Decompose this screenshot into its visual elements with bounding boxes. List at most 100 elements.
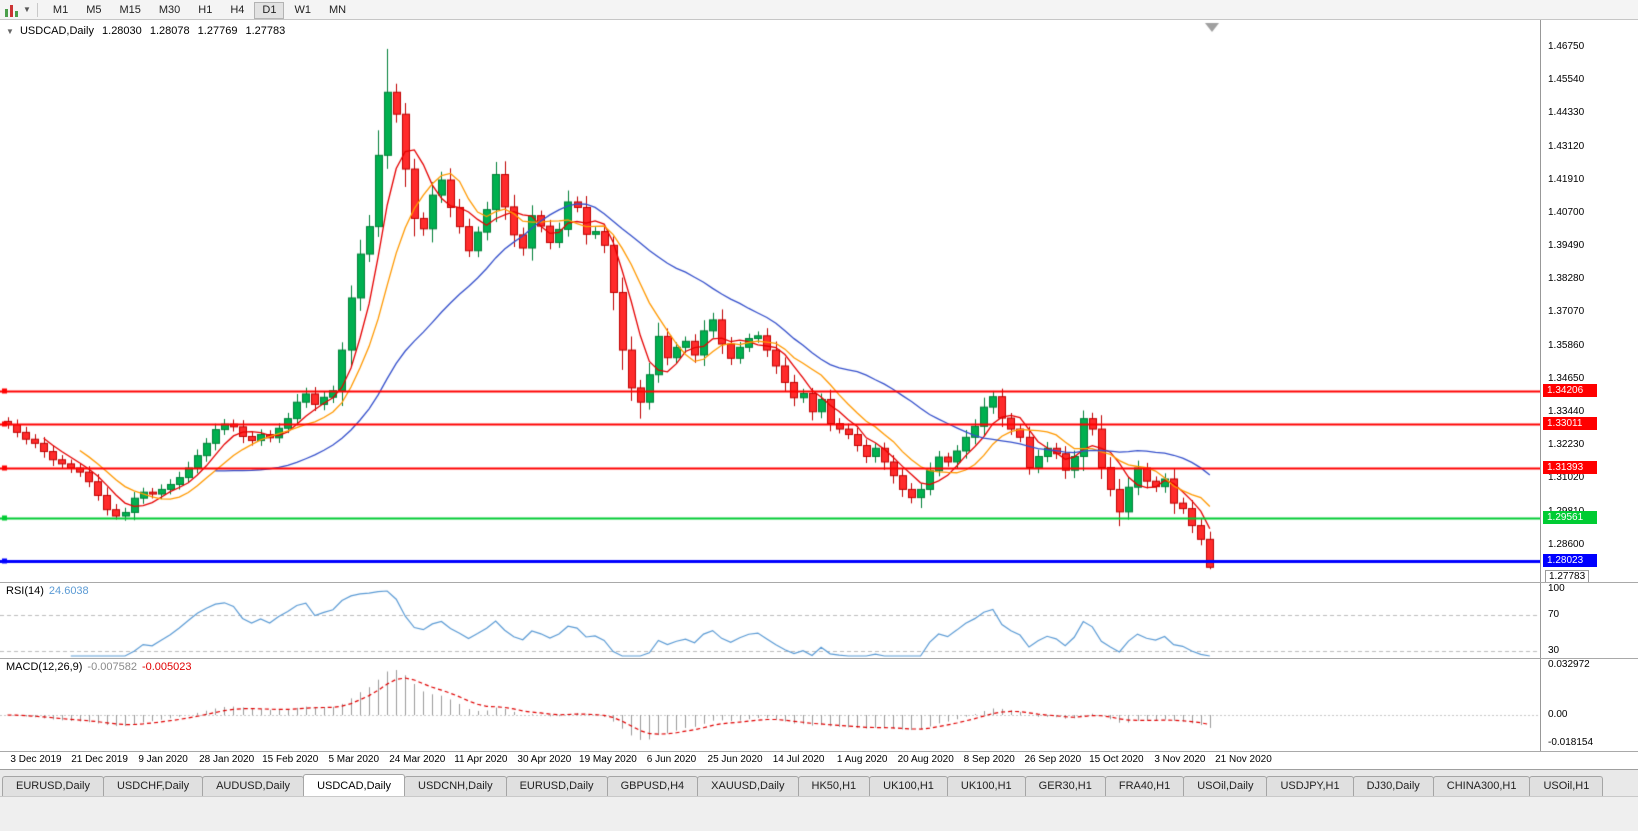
- hline-price-badge: 1.31393: [1543, 461, 1597, 475]
- chart-tab-audusd-daily[interactable]: AUDUSD,Daily: [202, 776, 305, 796]
- timeframe-button-mn[interactable]: MN: [321, 2, 354, 19]
- timeframe-toolbar: ▼ M1 M5 M15 M30 H1 H4 D1 W1 MN: [0, 0, 1638, 20]
- date-tick-label: 11 Apr 2020: [454, 754, 508, 765]
- timeframe-button-m5[interactable]: M5: [78, 2, 109, 19]
- macd-main-value: -0.007582: [87, 661, 137, 673]
- price-tick-label: 1.39490: [1548, 240, 1585, 252]
- candlestick-chart-icon[interactable]: [5, 3, 21, 17]
- rsi-name: RSI(14): [6, 585, 44, 597]
- ohlc-high: 1.28078: [149, 25, 190, 37]
- date-tick-label: 30 Apr 2020: [517, 754, 572, 765]
- chart-tab-china300-h1[interactable]: CHINA300,H1: [1432, 776, 1531, 796]
- date-tick-label: 19 May 2020: [579, 754, 637, 765]
- date-tick-label: 9 Jan 2020: [138, 754, 188, 765]
- panel-splitter[interactable]: [0, 658, 1638, 659]
- date-tick-label: 1 Aug 2020: [836, 754, 888, 765]
- chart-tab-usoil-daily[interactable]: USOil,Daily: [1183, 776, 1268, 796]
- rsi-panel-canvas[interactable]: [0, 583, 1540, 658]
- timeframe-button-m1[interactable]: M1: [45, 2, 76, 19]
- rsi-label: RSI(14) 24.6038: [6, 585, 94, 597]
- date-tick-label: 3 Nov 2020: [1154, 754, 1206, 765]
- date-tick-label: 8 Sep 2020: [963, 754, 1015, 765]
- chart-tab-uk100-h1[interactable]: UK100,H1: [869, 776, 948, 796]
- chevron-down-icon[interactable]: ▼: [23, 5, 31, 14]
- timeframe-button-m30[interactable]: M30: [151, 2, 188, 19]
- macd-panel-canvas[interactable]: [0, 659, 1540, 751]
- chart-tab-usdcad-daily[interactable]: USDCAD,Daily: [303, 774, 406, 796]
- date-tick-label: 14 Jul 2020: [772, 754, 825, 765]
- time-axis[interactable]: 3 Dec 2019 21 Dec 2019 9 Jan 2020 28 Jan 20…: [0, 752, 1540, 768]
- macd-scale-label: -0.018154: [1548, 736, 1594, 748]
- price-tick-label: 1.44330: [1548, 107, 1585, 119]
- date-tick-label: 3 Dec 2019: [10, 754, 62, 765]
- date-tick-label: 25 Jun 2020: [707, 754, 763, 765]
- ohlc-close: 1.27783: [245, 25, 286, 37]
- price-tick-label: 1.46750: [1548, 40, 1585, 52]
- price-tick-label: 1.40700: [1548, 206, 1585, 218]
- macd-name: MACD(12,26,9): [6, 661, 83, 673]
- ohlc-open: 1.28030: [102, 25, 142, 37]
- hline-price-badge: 1.34206: [1543, 384, 1597, 398]
- date-tick-label: 20 Aug 2020: [897, 754, 954, 765]
- chart-tab-usdjpy-h1[interactable]: USDJPY,H1: [1266, 776, 1354, 796]
- date-tick-label: 15 Oct 2020: [1089, 754, 1144, 765]
- price-tick-label: 1.31020: [1548, 472, 1585, 484]
- chart-tab-xauusd-daily[interactable]: XAUUSD,Daily: [697, 776, 799, 796]
- price-tick-label: 1.37070: [1548, 306, 1585, 318]
- date-tick-label: 21 Nov 2020: [1215, 754, 1272, 765]
- status-bar: [0, 796, 1638, 831]
- chart-tab-ger30-h1[interactable]: GER30,H1: [1024, 776, 1106, 796]
- price-tick-label: 1.45540: [1548, 74, 1585, 86]
- timeframe-button-m15[interactable]: M15: [111, 2, 148, 19]
- timeframe-button-group: M1 M5 M15 M30 H1 H4 D1 W1 MN: [44, 0, 355, 19]
- chart-header: ▼ USDCAD,Daily 1.28030 1.28078 1.27769 1…: [6, 25, 290, 37]
- timeframe-button-d1[interactable]: D1: [254, 2, 285, 19]
- price-tick-label: 1.41910: [1548, 173, 1585, 185]
- rsi-value: 24.6038: [48, 585, 89, 597]
- date-tick-label: 28 Jan 2020: [199, 754, 255, 765]
- timeframe-button-h1[interactable]: H1: [190, 2, 220, 19]
- panel-splitter[interactable]: [0, 582, 1638, 583]
- chart-tab-dj30-daily[interactable]: DJ30,Daily: [1352, 776, 1434, 796]
- price-tick-label: 1.33440: [1548, 406, 1585, 418]
- date-tick-label: 6 Jun 2020: [646, 754, 697, 765]
- timeframe-button-w1[interactable]: W1: [286, 2, 319, 19]
- chart-tab-eurusd-daily[interactable]: EURUSD,Daily: [2, 776, 104, 796]
- price-tick-label: 1.32230: [1548, 439, 1585, 451]
- chart-tab-fra40-h1[interactable]: FRA40,H1: [1104, 776, 1185, 796]
- chart-tab-usdcnh-daily[interactable]: USDCNH,Daily: [404, 776, 507, 796]
- date-tick-label: 24 Mar 2020: [389, 754, 446, 765]
- price-tick-label: 1.43120: [1548, 140, 1585, 152]
- panel-splitter[interactable]: [0, 751, 1638, 752]
- macd-signal-value: -0.005023: [141, 661, 192, 673]
- chart-tab-usdchf-daily[interactable]: USDCHF,Daily: [102, 776, 204, 796]
- hline-price-badge: 1.28023: [1543, 553, 1597, 567]
- hline-price-badge: 1.29561: [1543, 511, 1597, 525]
- one-click-trading-arrow-icon[interactable]: ▼: [6, 27, 14, 36]
- symbol-period-label: USDCAD,Daily: [19, 25, 94, 37]
- toolbar-separator: [36, 2, 38, 17]
- price-tick-label: 1.38280: [1548, 273, 1585, 285]
- rsi-scale-label: 30: [1548, 644, 1560, 656]
- main-chart-canvas[interactable]: [0, 20, 1540, 582]
- chart-tab-usoil-h1[interactable]: USOil,H1: [1529, 776, 1604, 796]
- date-tick-label: 21 Dec 2019: [71, 754, 128, 765]
- hline-price-badge: 1.33011: [1543, 416, 1597, 430]
- timeframe-button-h4[interactable]: H4: [222, 2, 252, 19]
- chart-tab-uk100-h1[interactable]: UK100,H1: [946, 776, 1026, 796]
- rsi-scale-label: 100: [1548, 583, 1565, 594]
- macd-scale-label: 0.032972: [1548, 659, 1590, 670]
- chart-tab-bar: EURUSD,Daily USDCHF,Daily AUDUSD,Daily USDC…: [0, 769, 1638, 796]
- macd-label: MACD(12,26,9) -0.007582 -0.005023: [6, 661, 197, 673]
- chart-tab-eurusd-daily[interactable]: EURUSD,Daily: [505, 776, 608, 796]
- date-tick-label: 26 Sep 2020: [1024, 754, 1082, 765]
- chart-tab-gbpusd-h4[interactable]: GBPUSD,H4: [606, 776, 699, 796]
- ohlc-low: 1.27769: [197, 25, 238, 37]
- price-tick-label: 1.35860: [1548, 339, 1585, 351]
- price-tick-label: 1.28600: [1548, 538, 1585, 550]
- price-tick-label: 1.34650: [1548, 372, 1585, 384]
- chart-tab-hk50-h1[interactable]: HK50,H1: [797, 776, 871, 796]
- price-axis[interactable]: 1.46750 1.45540 1.44330 1.43120 1.41910 1.407…: [1540, 20, 1638, 751]
- price-tick-label: 1.29810: [1548, 506, 1584, 517]
